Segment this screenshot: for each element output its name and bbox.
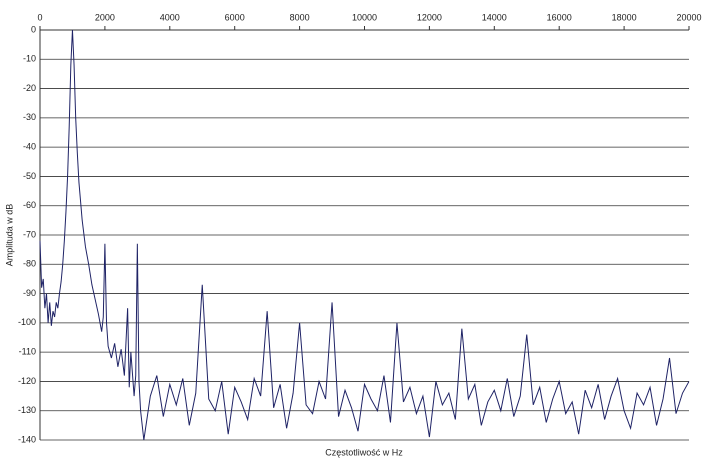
y-tick-label: 0	[31, 24, 36, 34]
x-axis-label: Częstotliwość w Hz	[325, 447, 403, 457]
y-tick-label: -40	[23, 142, 36, 152]
x-tick-label: 12000	[417, 12, 442, 22]
x-tick-label: 16000	[547, 12, 572, 22]
x-tick-label: 14000	[482, 12, 507, 22]
y-axis-label: Amplituda w dB	[4, 204, 14, 267]
x-tick-label: 0	[37, 12, 42, 22]
y-tick-label: -140	[18, 434, 36, 444]
x-tick-label: 4000	[160, 12, 180, 22]
y-tick-label: -120	[18, 376, 36, 386]
y-tick-label: -70	[23, 229, 36, 239]
y-tick-label: -60	[23, 200, 36, 210]
x-tick-label: 10000	[352, 12, 377, 22]
y-tick-label: -30	[23, 112, 36, 122]
y-tick-label: -100	[18, 317, 36, 327]
y-tick-label: -50	[23, 171, 36, 181]
y-tick-label: -110	[19, 347, 36, 357]
y-tick-label: -80	[23, 259, 36, 269]
spectrum-line	[39, 29, 690, 441]
x-tick-label: 2000	[95, 12, 115, 22]
y-tick-label: -20	[23, 83, 36, 93]
x-tick-label: 18000	[612, 12, 637, 22]
x-tick-label: 20000	[676, 12, 701, 22]
y-tick-label: -10	[23, 54, 36, 64]
x-tick-label: 6000	[225, 12, 245, 22]
y-tick-label: -90	[23, 288, 36, 298]
x-tick-label: 8000	[290, 12, 310, 22]
y-tick-label: -130	[18, 405, 36, 415]
